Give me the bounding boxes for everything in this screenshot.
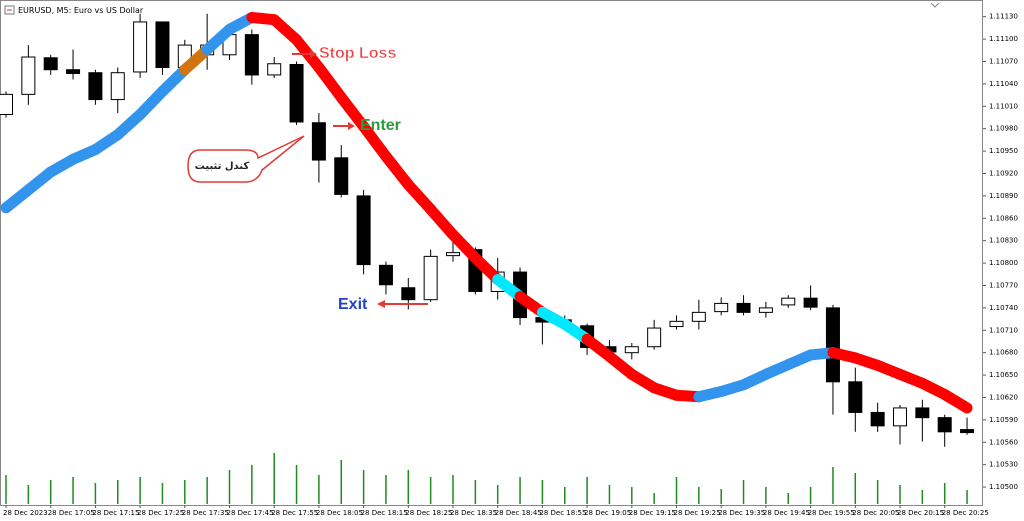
annotation-enter: Enter	[360, 117, 401, 134]
x-tick-label: 28 Dec 19:15	[629, 509, 676, 517]
x-tick-label: 28 Dec 18:45	[495, 509, 542, 517]
collapse-button[interactable]	[930, 2, 940, 8]
y-tick-label: 1.10950	[989, 147, 1018, 155]
x-tick-label: 28 Dec 19:25	[674, 509, 721, 517]
ma-segment	[425, 203, 459, 241]
candle-body	[915, 407, 930, 419]
candle-body	[43, 57, 58, 71]
y-tick-label: 1.11070	[989, 58, 1018, 66]
x-tick-label: 28 Dec 20:05	[852, 509, 899, 517]
candle-body	[848, 381, 863, 413]
ma-segment	[939, 388, 973, 414]
ma-segment	[402, 179, 437, 215]
ma-segment	[380, 150, 414, 191]
marks-layer	[0, 11, 975, 504]
y-tick-label: 1.11010	[989, 102, 1018, 110]
candle-body	[803, 297, 818, 308]
x-tick-label: 28 Dec 17:55	[271, 509, 318, 517]
candle-body	[133, 21, 148, 73]
x-tick-label: 28 Dec 17:25	[137, 509, 184, 517]
annotation-candle: کندل تثبیت	[195, 161, 250, 172]
candle-body	[647, 327, 662, 348]
y-tick-label: 1.10740	[989, 304, 1018, 312]
candle-body	[289, 63, 304, 123]
candle-body	[401, 287, 416, 301]
y-tick-label: 1.10530	[989, 461, 1018, 469]
y-tick-label: 1.10710	[989, 326, 1018, 334]
candle-body	[736, 302, 751, 313]
candle-body	[244, 34, 259, 76]
x-tick-label: 28 Dec 18:55	[539, 509, 586, 517]
x-tick-label: 28 Dec 17:05	[48, 509, 95, 517]
x-tick-label: 28 Dec 17:35	[182, 509, 229, 517]
candle-body	[758, 307, 773, 313]
arrow-head	[348, 122, 355, 130]
x-tick-label: 28 Dec 19:35	[718, 509, 765, 517]
candle-body	[423, 255, 438, 301]
candle-body	[624, 346, 639, 354]
candle-body	[88, 72, 103, 101]
x-tick-label: 28 Dec 19:55	[808, 509, 855, 517]
y-tick-label: 1.10680	[989, 349, 1018, 357]
candle-body	[0, 93, 13, 116]
y-tick-label: 1.10920	[989, 169, 1018, 177]
y-tick-label: 1.10980	[989, 125, 1018, 133]
candle-body	[446, 252, 460, 257]
candle-body	[334, 157, 349, 195]
x-tick-label: 28 Dec 18:15	[361, 509, 408, 517]
x-tick-label: 28 Dec 2023	[3, 509, 48, 517]
speech-bubble	[187, 135, 305, 183]
x-tick-label: 28 Dec 18:05	[316, 509, 363, 517]
x-tick-label: 28 Dec 18:35	[450, 509, 497, 517]
y-tick-label: 1.10560	[989, 438, 1018, 446]
annotation-stop-loss: Stop Loss	[319, 45, 396, 62]
y-tick-label: 1.10800	[989, 259, 1018, 267]
candle-body	[311, 122, 326, 161]
y-tick-label: 1.10500	[989, 483, 1018, 491]
ma-segment	[358, 120, 392, 162]
y-tick-label: 1.11130	[989, 13, 1018, 21]
arrow-head	[310, 50, 317, 58]
candle-body	[781, 297, 796, 306]
candle-body	[714, 302, 729, 313]
ma-segment	[335, 91, 370, 132]
candle-body	[267, 63, 282, 76]
candle-body	[378, 264, 393, 286]
y-tick-label: 1.11040	[989, 80, 1018, 88]
candle-body	[893, 407, 907, 427]
candle-body	[110, 72, 125, 101]
y-tick-label: 1.10650	[989, 371, 1018, 379]
x-tick-label: 28 Dec 17:45	[227, 509, 274, 517]
candle-body	[669, 320, 684, 328]
x-tick-label: 28 Dec 19:45	[763, 509, 810, 517]
candle-body	[937, 417, 952, 433]
arrow-head	[377, 300, 385, 308]
y-tick-label: 1.10620	[989, 393, 1018, 401]
y-tick-label: 1.10860	[989, 214, 1018, 222]
y-tick-label: 1.10590	[989, 416, 1018, 424]
x-tick-label: 28 Dec 19:05	[584, 509, 631, 517]
y-tick-label: 1.10770	[989, 281, 1018, 289]
y-tick-label: 1.11100	[989, 35, 1018, 43]
annotation-exit: Exit	[338, 296, 368, 313]
chart-title: EURUSD, M5: Euro vs US Dollar	[18, 6, 144, 15]
y-tick-label: 1.10830	[989, 237, 1018, 245]
x-tick-label: 28 Dec 17:15	[92, 509, 139, 517]
candle-body	[960, 429, 975, 434]
x-tick-label: 28 Dec 18:25	[405, 509, 452, 517]
y-tick-label: 1.10890	[989, 192, 1018, 200]
candle-body	[356, 195, 371, 266]
candle-body	[825, 307, 840, 383]
candle-body	[66, 69, 81, 74]
candle-body	[155, 21, 170, 68]
ma-segment	[313, 61, 347, 103]
candle-body	[870, 411, 885, 427]
x-tick-label: 28 Dec 20:15	[897, 509, 944, 517]
candle-body	[21, 56, 36, 95]
plot-frame	[0, 0, 983, 506]
x-tick-label: 28 Dec 20:25	[942, 509, 989, 517]
candle-body	[691, 311, 706, 322]
